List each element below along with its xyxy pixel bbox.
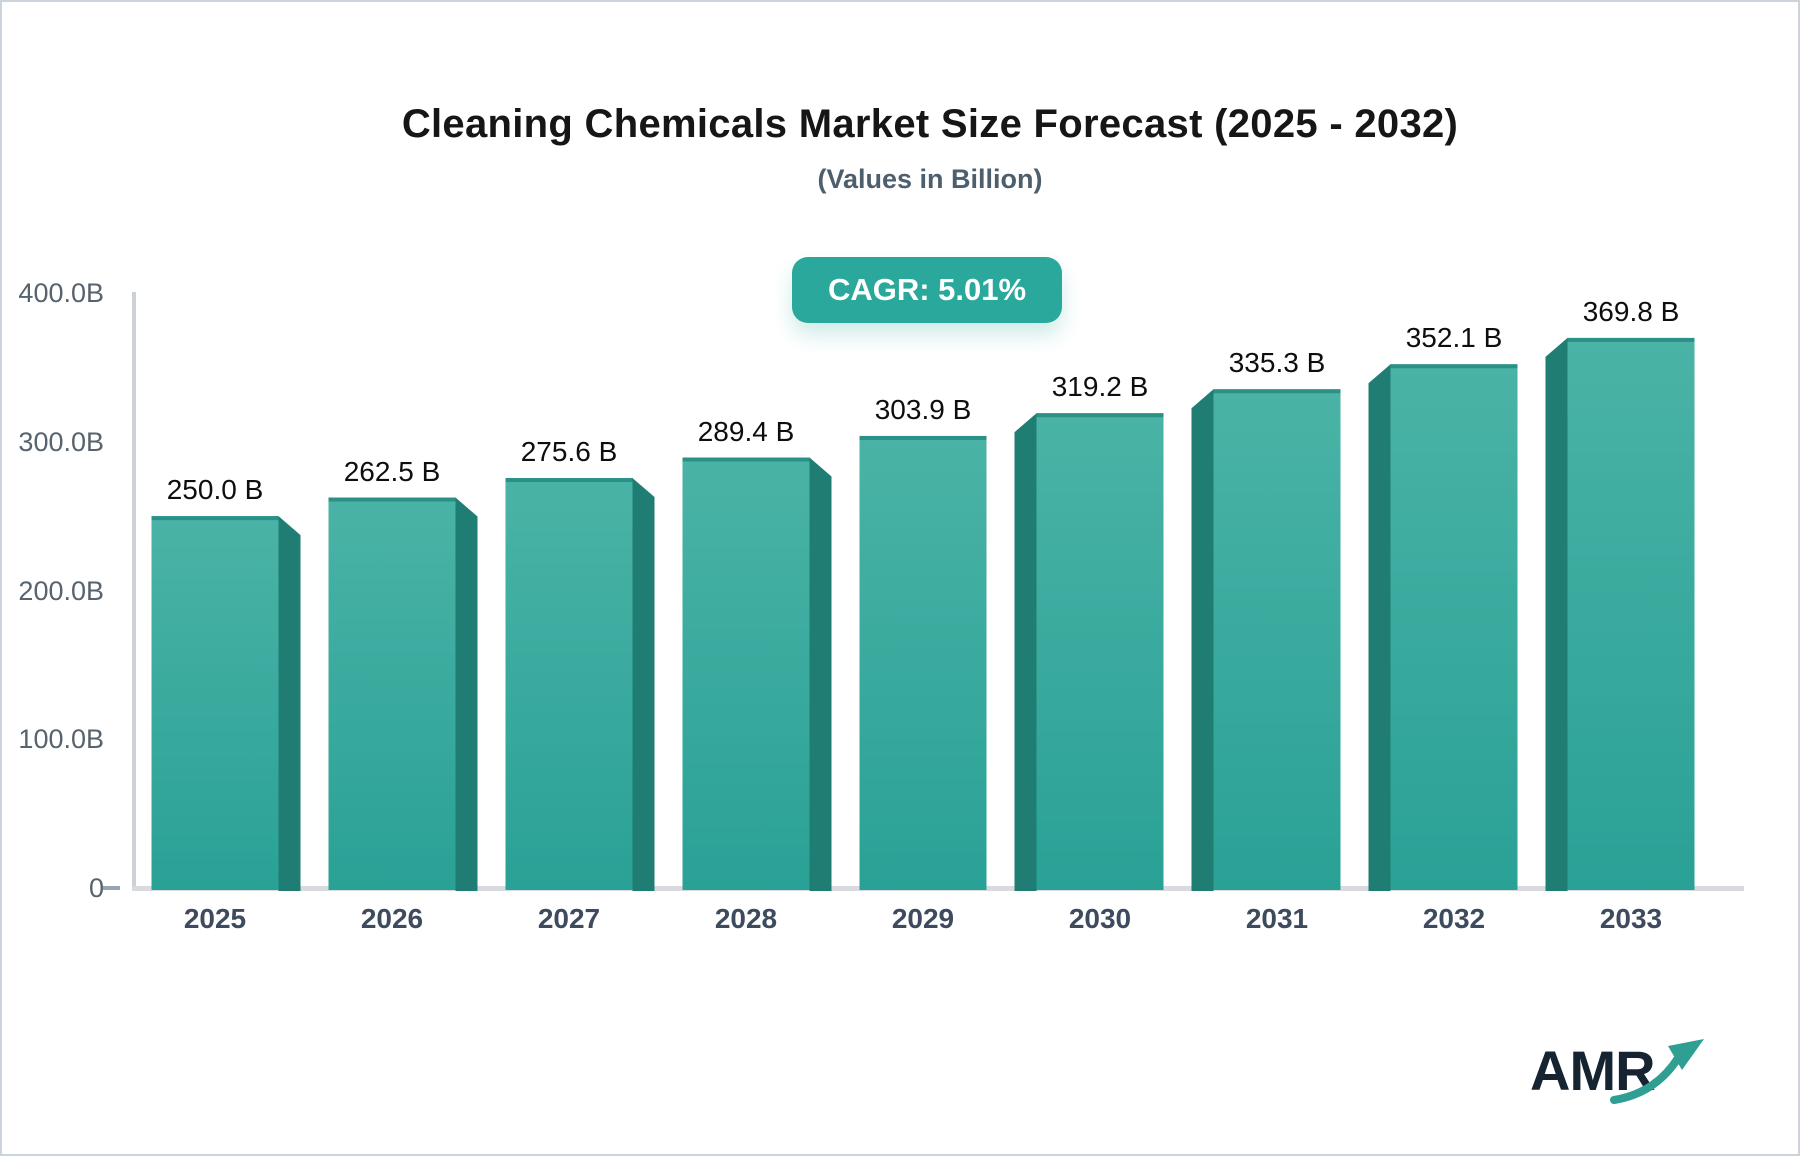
bar-value-label: 319.2 B (1051, 371, 1149, 403)
bar-face (1390, 364, 1518, 891)
bar-value-label: 335.3 B (1228, 347, 1326, 379)
bar-2026 (328, 497, 478, 891)
x-axis-tick-label: 2025 (183, 903, 247, 934)
bar-top-edge (1036, 413, 1164, 418)
bar-2025 (151, 516, 301, 891)
chart-subtitle: (Values in Billion) (817, 164, 1043, 194)
bar-value-label: 262.5 B (343, 455, 441, 487)
x-axis-tick-label: 2031 (1245, 903, 1309, 934)
bar-face (1213, 389, 1341, 890)
y-axis-tick-label: 300.0B (18, 426, 104, 457)
bar-value-label: 303.9 B (874, 393, 972, 425)
y-axis-tick-label: 200.0B (18, 575, 104, 606)
bar-3d-side (278, 516, 301, 891)
bar-3d-side (1191, 389, 1214, 891)
bar-2033 (1545, 337, 1695, 891)
bar-3d-side (1545, 337, 1568, 891)
cagr-badge: CAGR: 5.01% (792, 257, 1062, 323)
x-axis-tick-label: 2029 (891, 903, 955, 934)
bar-face (682, 457, 810, 890)
bar-3d-side (1368, 364, 1391, 892)
bar-3d-side (1014, 413, 1037, 891)
bar-value-label: 369.8 B (1582, 295, 1680, 327)
growth-arrow-icon (1610, 1039, 1704, 1104)
bar-top-edge (328, 497, 456, 502)
bar-2030 (1014, 413, 1164, 891)
bar-2027 (505, 478, 655, 891)
chart-title: Cleaning Chemicals Market Size Forecast … (401, 102, 1459, 146)
bar-3d-side (455, 497, 478, 891)
x-axis-tick-label: 2033 (1599, 903, 1663, 934)
bar-top-edge (1567, 337, 1695, 342)
bar-2028 (682, 457, 832, 891)
bar-top-edge (1213, 389, 1341, 394)
y-axis-tick-label: 0 (88, 873, 104, 903)
bar-face (505, 478, 633, 890)
bar-face (328, 497, 456, 890)
x-axis-tick-label: 2032 (1422, 903, 1486, 934)
bar-face (1036, 413, 1164, 890)
bar-value-label: 250.0 B (166, 474, 264, 506)
bar-3d-side (632, 478, 655, 891)
bar-face (1567, 337, 1695, 890)
bar-top-edge (859, 435, 987, 440)
bar-top-edge (682, 457, 810, 462)
bar-3d-side (809, 457, 832, 891)
bar-top-edge (1390, 364, 1518, 369)
x-axis-tick-label: 2027 (537, 903, 601, 934)
bar-top-edge (151, 516, 279, 521)
y-axis-tick-label: 400.0B (18, 278, 104, 308)
x-axis-tick-label: 2030 (1068, 903, 1132, 934)
bar-value-label: 289.4 B (697, 415, 795, 447)
bar-face (151, 516, 279, 890)
bar-2032 (1368, 364, 1518, 892)
brand-logo: AMR (1530, 1032, 1730, 1122)
bar-2031 (1191, 389, 1341, 891)
x-axis-tick-label: 2026 (360, 903, 424, 934)
bar-top-edge (505, 478, 633, 483)
bar-face (859, 435, 987, 890)
bar-value-label: 275.6 B (520, 436, 618, 468)
y-axis-tick-label: 100.0B (18, 724, 104, 755)
bar-2029 (859, 435, 987, 890)
x-axis-tick-label: 2028 (714, 903, 778, 934)
bar-value-label: 352.1 B (1405, 322, 1503, 354)
